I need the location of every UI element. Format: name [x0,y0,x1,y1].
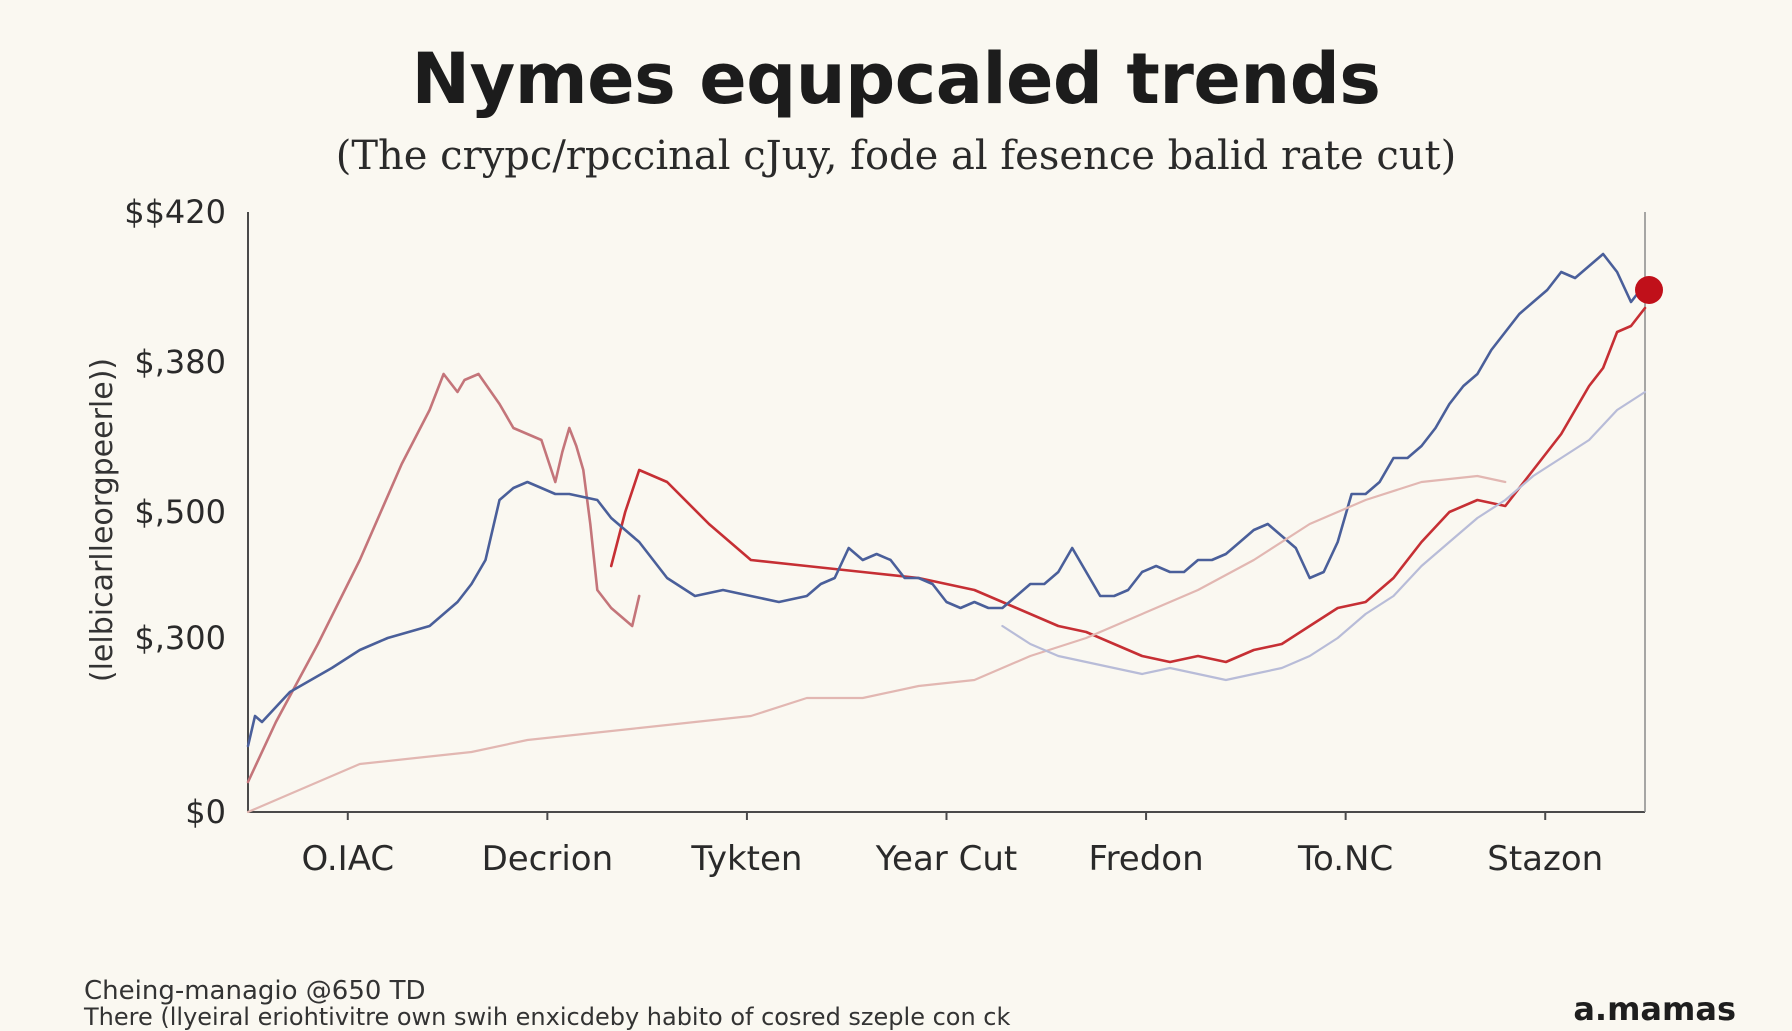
footer-disclaimer: There (llyeiral eriohtivitre own swih en… [84,1003,1011,1031]
y-tick-label: $,300 [134,619,226,657]
chart-title: Nymes equpcaled trends [411,38,1381,120]
x-tick-label: Fredon [1088,839,1203,879]
chart-axes [247,212,1646,813]
x-tick-label: To.NC [1297,839,1393,879]
x-tick-label: Decrion [482,839,614,879]
y-axis-label: (lelbicarlleorgpeerle)) [85,358,120,682]
x-tick-label: Stazon [1487,839,1603,879]
series-line-2 [609,306,1647,664]
series-layer [246,252,1647,814]
y-tick-label: $,500 [134,493,226,531]
series-line-3 [246,252,1647,748]
series-line-5 [1001,390,1647,682]
x-axis-ticks: O.IAC Decrion Tykten Year Cut Fredon To.NC Sta… [301,812,1603,879]
x-tick-label: Year Cut [875,839,1017,879]
y-axis-ticks: $$420 $,380 $,500 $,300 $0 [124,193,226,831]
y-tick-label: $$420 [124,193,226,231]
highlight-point-marker [1635,276,1663,304]
footer-note: Cheing-managio @650 TD [84,976,426,1006]
series-line-4 [246,474,1507,814]
y-tick-label: $0 [185,793,226,831]
y-tick-label: $,380 [134,343,226,381]
series-line-1 [246,372,641,784]
marker-layer [1635,276,1663,304]
chart-subtitle: (The crypc/rpccinal cJuy, fode al fesenc… [335,133,1457,179]
x-tick-label: O.IAC [301,839,394,879]
brand-logo-text: a.mamas [1573,990,1736,1028]
x-tick-label: Tykten [690,839,802,879]
